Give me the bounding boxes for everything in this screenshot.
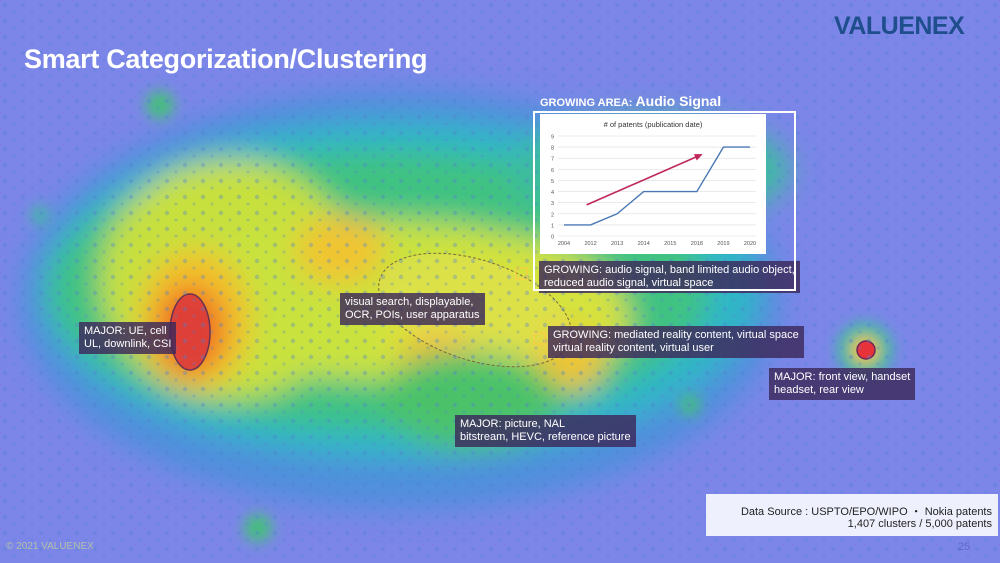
data-source-box: Data Source : USPTO/EPO/WIPO ・ Nokia pat…	[706, 494, 998, 536]
inset-frame	[533, 111, 796, 291]
growing-area-prefix: GROWING AREA:	[540, 97, 633, 109]
data-source-line1: Data Source : USPTO/EPO/WIPO ・ Nokia pat…	[740, 506, 992, 518]
y-tick-label: 3	[551, 201, 554, 207]
label-major-front-view: MAJOR: front view, handset headset, rear…	[769, 368, 916, 400]
copyright: © 2021 VALUENEX	[6, 541, 94, 552]
growing-area-title: GROWING AREA: Audio Signal	[540, 93, 721, 109]
label-growing-audio: GROWING: audio signal, band limited audi…	[539, 261, 800, 293]
label-major-picture: MAJOR: picture, NAL bitstream, HEVC, ref…	[455, 415, 636, 447]
y-tick-label: 0	[551, 235, 554, 241]
y-tick-label: 9	[551, 135, 554, 141]
x-tick-label: 2015	[664, 241, 676, 247]
page-number: 25	[958, 541, 971, 553]
label-major-ue: MAJOR: UE, cell UL, downlink, CSI	[79, 322, 177, 354]
chart-title: # of patents (publication date)	[604, 120, 703, 129]
label-growing-mediated: GROWING: mediated reality content, virtu…	[548, 326, 804, 358]
y-tick-label: 8	[551, 146, 554, 152]
x-tick-label: 2019	[717, 241, 729, 247]
trend-arrow-head	[693, 154, 703, 161]
series-line	[564, 146, 750, 226]
label-visual-search: visual search, displayable, OCR, POIs, u…	[340, 293, 485, 325]
y-tick-label: 7	[551, 157, 554, 163]
x-tick-label: 2020	[744, 241, 756, 247]
x-tick-label: 2004	[558, 241, 570, 247]
growing-area-highlight: Audio Signal	[635, 93, 722, 109]
data-source-line2: 1,407 clusters / 5,000 patents	[847, 518, 992, 530]
x-tick-label: 2018	[691, 241, 703, 247]
trend-arrow-line	[586, 154, 702, 206]
valuenex-logo: VALUENEX	[834, 12, 965, 40]
x-tick-label: 2014	[638, 241, 650, 247]
y-tick-label: 4	[551, 190, 554, 196]
patent-count-chart: # of patents (publication date) 0 1 2 3 4 5 6 7…	[540, 114, 766, 254]
x-tick-label: 2012	[584, 241, 596, 247]
y-tick-label: 5	[551, 179, 554, 185]
chart-svg: # of patents (publication date) 0 1 2 3 4 5 6 7…	[551, 120, 756, 247]
slide-title: Smart Categorization/Clustering	[24, 44, 428, 74]
y-tick-label: 1	[551, 223, 554, 229]
y-tick-label: 6	[551, 168, 554, 174]
x-tick-label: 2013	[611, 241, 623, 247]
y-tick-label: 2	[551, 212, 554, 218]
